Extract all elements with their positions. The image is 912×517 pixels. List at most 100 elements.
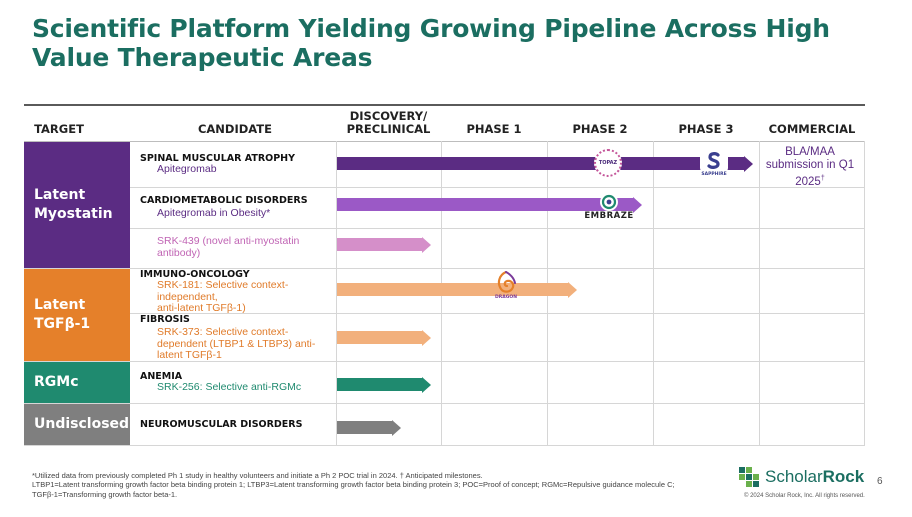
header-phase3: PHASE 3 <box>678 122 734 136</box>
bar-shaft <box>337 238 422 251</box>
footnote-line3: TGFβ-1=Transforming growth factor beta-1… <box>32 489 178 499</box>
grid-hline <box>130 313 865 314</box>
candidate-apitegromab-obesity: Apitegromab in Obesity* <box>157 207 271 219</box>
topaz-logo: TOPAZ <box>594 149 622 177</box>
dragon-icon <box>497 271 516 293</box>
grid-hline <box>24 268 865 269</box>
brand-name: ScholarRock <box>765 467 864 487</box>
area-anemia: ANEMIA <box>140 371 183 382</box>
commercial-note-line3: 2025† <box>762 172 858 189</box>
bar-shaft <box>337 331 422 344</box>
page-title: Scientific Platform Yielding Growing Pip… <box>32 14 830 72</box>
target-undisclosed: Undisclosed <box>24 404 130 445</box>
candidate-srk373: SRK-373: Selective context- dependent (L… <box>157 326 316 362</box>
candidate-srk181-line3: anti-latent TGFβ-1) <box>157 302 246 314</box>
candidate-srk181-line2: independent, <box>157 290 218 303</box>
grid-vline <box>759 141 760 445</box>
header-candidate: CANDIDATE <box>197 122 273 136</box>
candidate-srk439-line1: SRK-439 (novel anti-myostatin <box>157 235 300 247</box>
progress-bar-apitegromab-sma <box>337 155 753 172</box>
footnote-line1: *Utilized data from previously completed… <box>32 471 483 480</box>
bar-arrowhead <box>633 196 642 213</box>
candidate-srk373-line2: dependent (LTBP1 & LTBP3) anti- <box>157 337 316 350</box>
progress-bar-srk256 <box>337 376 431 393</box>
bar-shaft <box>337 421 392 434</box>
area-sma: SPINAL MUSCULAR ATROPHY <box>140 153 296 164</box>
bar-shaft <box>337 378 422 391</box>
target-label-line2: TGFβ-1 <box>34 316 91 332</box>
target-label-line1: Undisclosed <box>34 416 130 432</box>
target-label-line2: Myostatin <box>34 206 113 222</box>
header-top-rule <box>24 104 865 106</box>
commercial-note-year: 2025 <box>795 175 821 188</box>
footnote-line2: LTBP1=Latent transforming growth factor … <box>32 480 675 490</box>
footnote: *Utilized data from previously completed… <box>32 471 712 499</box>
brand-name-bold: Rock <box>822 467 865 486</box>
area-cardiometabolic: CARDIOMETABOLIC DISORDERS <box>140 195 308 206</box>
grid-hline <box>24 361 865 362</box>
commercial-note-mark: † <box>820 175 825 182</box>
topaz-logo-text: TOPAZ <box>598 160 618 166</box>
bar-shaft <box>337 157 744 170</box>
progress-bar-srk373 <box>337 329 431 346</box>
candidate-srk181: SRK-181: Selective context- independent,… <box>157 279 289 315</box>
target-rgmc: RGMc <box>24 362 130 403</box>
grid-hline <box>130 228 865 229</box>
bar-arrowhead <box>422 376 431 393</box>
progress-bar-srk181 <box>337 281 577 298</box>
header-commercial: COMMERCIAL <box>768 122 856 136</box>
header-phase2: PHASE 2 <box>572 122 628 136</box>
bar-arrowhead <box>392 419 401 436</box>
bar-arrowhead <box>422 236 431 253</box>
area-immuno-oncology: IMMUNO-ONCOLOGY <box>140 269 250 280</box>
progress-bar-apitegromab-obesity <box>337 196 642 213</box>
target-label-line1: Latent <box>34 297 86 313</box>
bar-shaft <box>337 198 633 211</box>
grid-vline <box>864 141 865 445</box>
candidate-srk256: SRK-256: Selective anti-RGMc <box>157 381 302 393</box>
candidate-srk181-line1: SRK-181: Selective context- <box>157 279 289 291</box>
commercial-note-line2: submission in Q1 <box>765 159 855 171</box>
bar-arrowhead <box>744 155 753 172</box>
dragon-logo <box>494 270 518 296</box>
bar-shaft <box>337 283 568 296</box>
grid-vline <box>653 141 654 445</box>
embraze-logo-text: EMBRAZE <box>584 211 634 221</box>
header-bottom-rule <box>24 141 865 142</box>
target-label-line1: Latent <box>34 187 86 203</box>
commercial-note-line1: BLA/MAA <box>785 146 835 158</box>
sapphire-s-icon <box>707 152 720 169</box>
grid-hline <box>24 403 865 404</box>
scholar-rock-logo: ScholarRock <box>738 466 864 488</box>
embraze-logo <box>600 193 618 211</box>
grid-vline <box>336 141 337 445</box>
progress-bar-undisclosed <box>337 419 401 436</box>
sapphire-logo <box>700 150 728 172</box>
commercial-milestone-note: BLA/MAA submission in Q1 2025† <box>762 146 858 189</box>
bar-arrowhead <box>568 281 577 298</box>
area-neuromuscular: NEUROMUSCULAR DISORDERS <box>140 419 303 430</box>
header-discovery-line1: DISCOVERY/ <box>349 109 428 123</box>
target-latent-tgfb1: Latent TGFβ-1 <box>24 269 130 361</box>
dragon-logo-text: DRAGON <box>495 295 517 300</box>
target-label-line1: RGMc <box>34 374 79 390</box>
candidate-srk373-line1: SRK-373: Selective context- <box>157 326 289 338</box>
copyright: © 2024 Scholar Rock, Inc. All rights res… <box>744 493 865 499</box>
candidate-srk439: SRK-439 (novel anti-myostatin antibody) <box>157 235 300 259</box>
target-latent-myostatin: Latent Myostatin <box>24 142 130 268</box>
page-number: 6 <box>877 476 883 487</box>
embraze-icon <box>601 194 617 210</box>
grid-hline <box>130 187 865 188</box>
scholar-rock-icon <box>739 467 759 487</box>
header-target: TARGET <box>34 122 84 136</box>
candidate-apitegromab: Apitegromab <box>157 163 217 175</box>
header-discovery-line2: PRECLINICAL <box>346 122 431 136</box>
candidate-srk373-line3: latent TGFβ-1 <box>157 349 222 361</box>
grid-hline <box>24 445 865 446</box>
sapphire-logo-text: SAPPHIRE <box>701 172 727 177</box>
brand-name-light: Scholar <box>765 467 823 486</box>
header-discovery: DISCOVERY/ PRECLINICAL <box>336 110 441 136</box>
candidate-srk439-line2: antibody) <box>157 246 201 259</box>
area-fibrosis: FIBROSIS <box>140 314 190 325</box>
bar-arrowhead <box>422 329 431 346</box>
